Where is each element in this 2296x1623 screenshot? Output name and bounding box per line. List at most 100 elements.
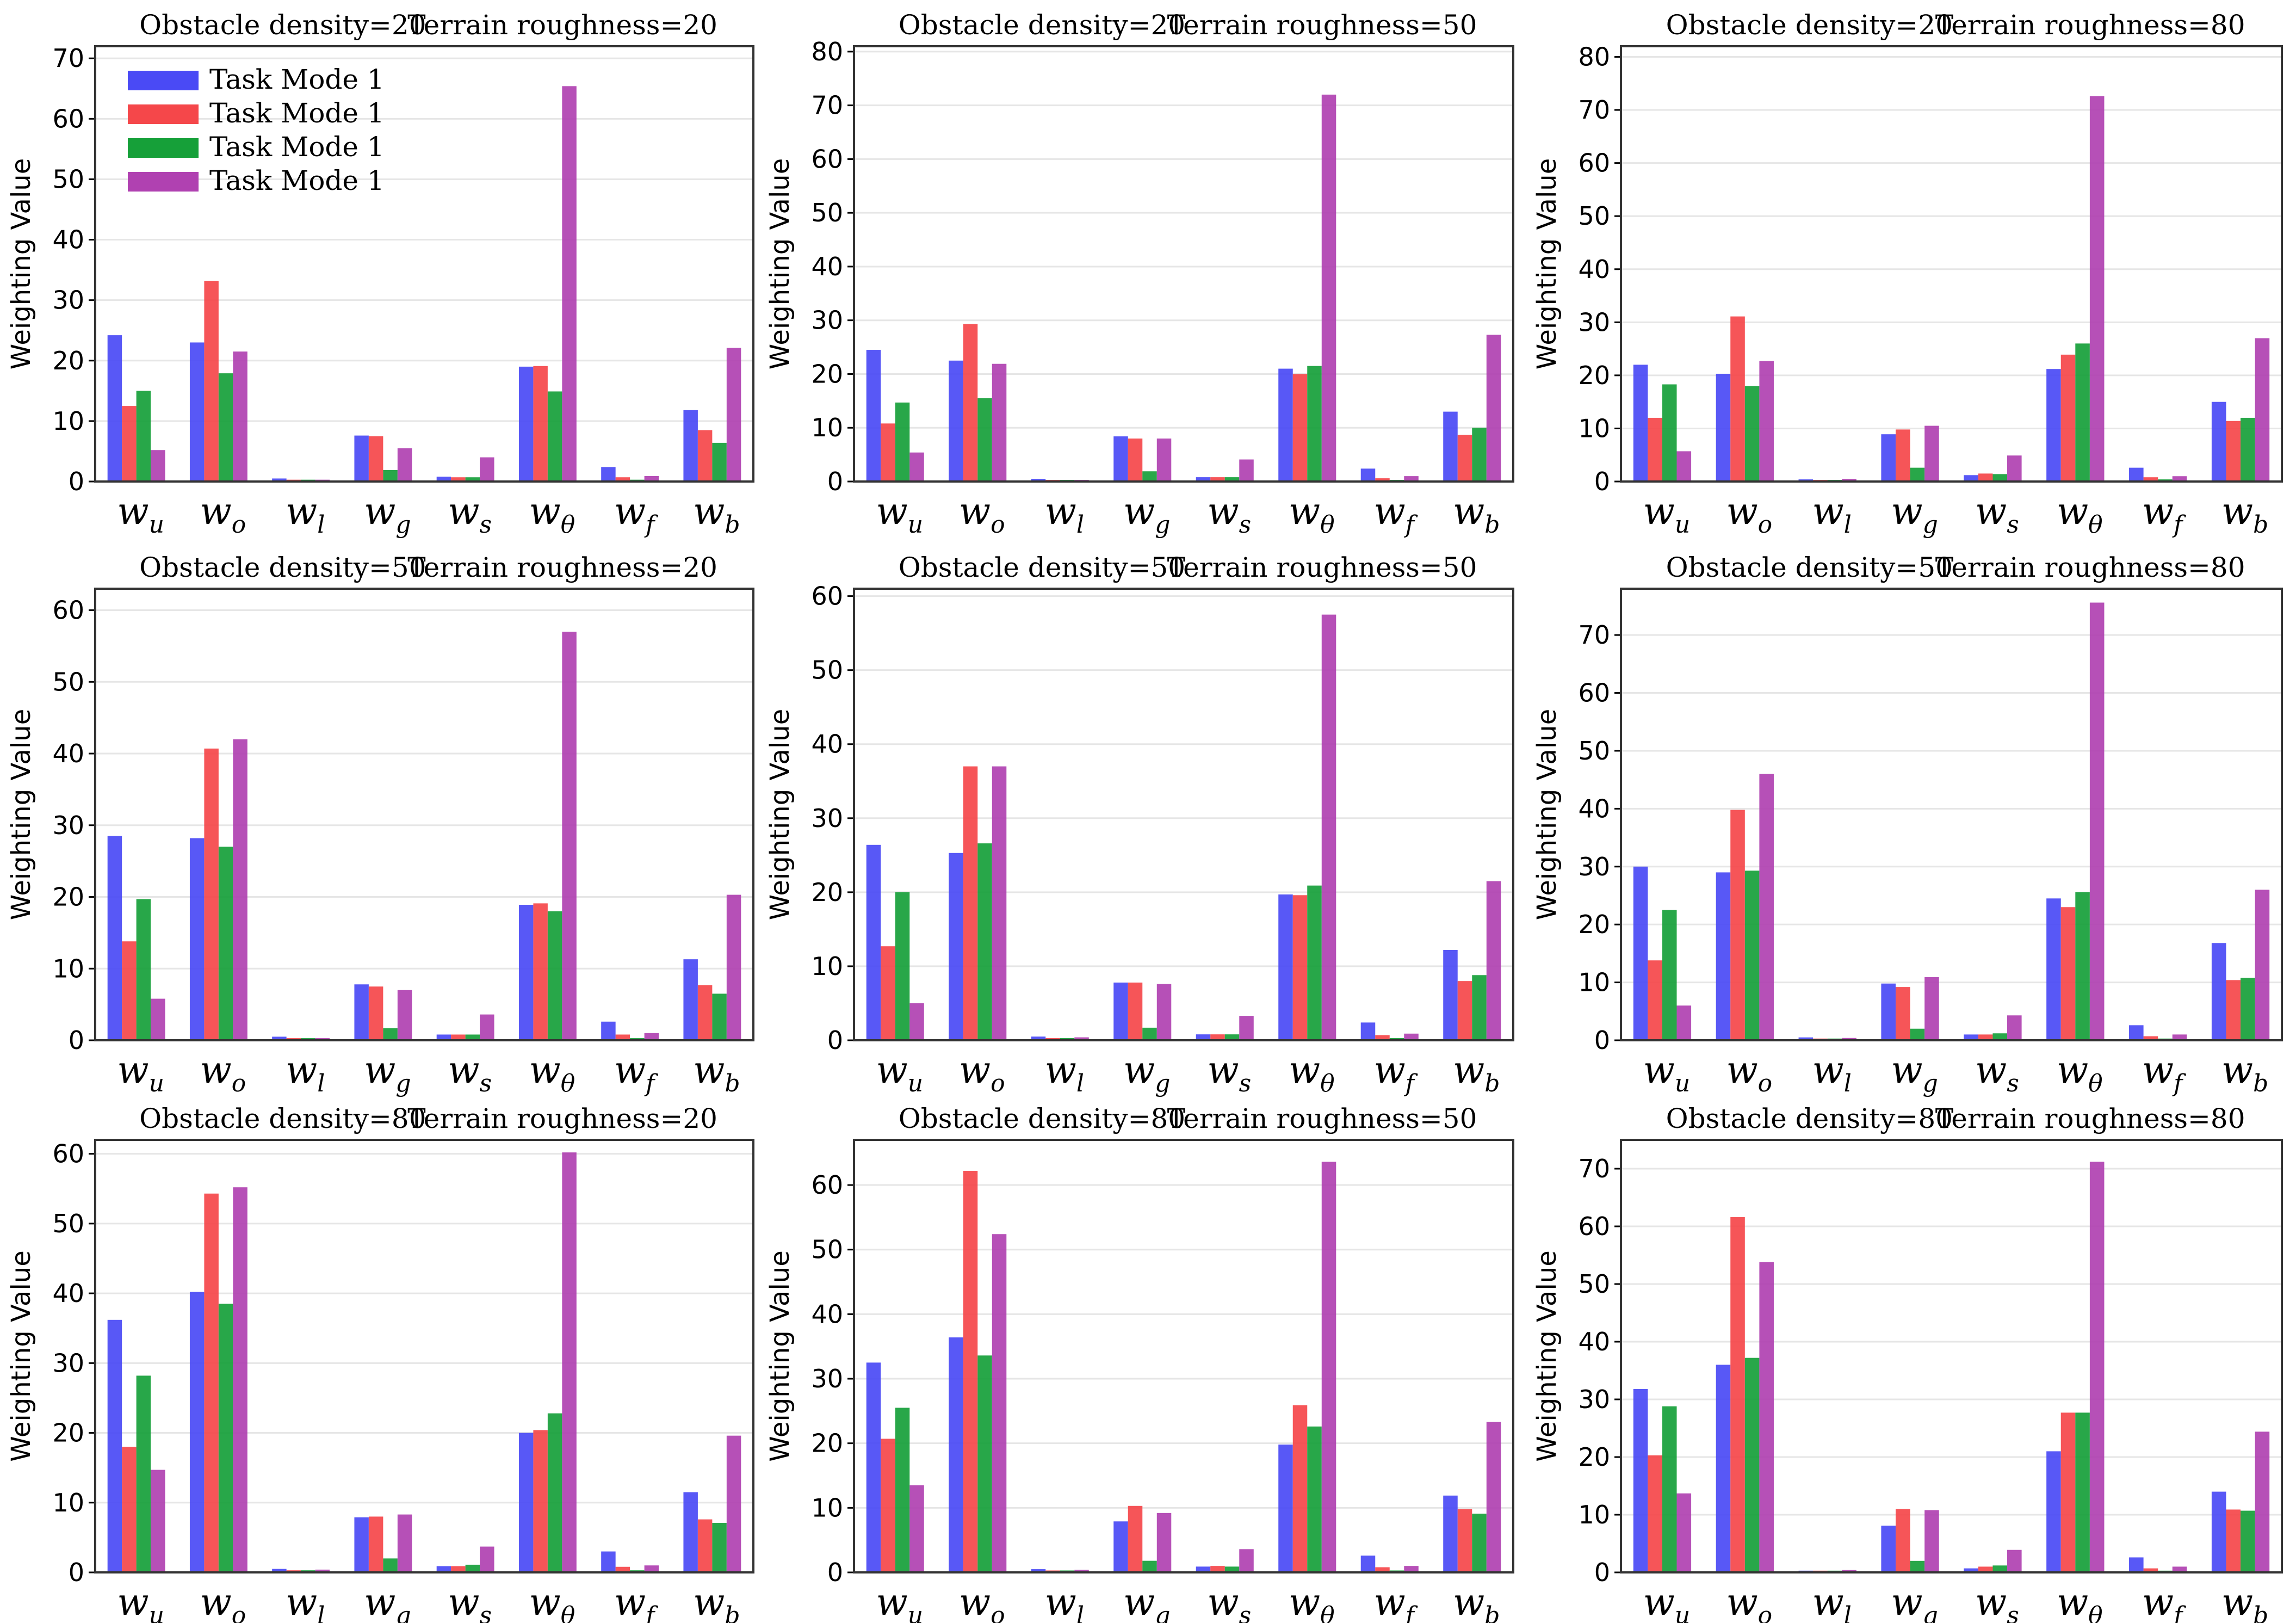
subplot-title-left: Obstacle density=80 xyxy=(899,1103,1185,1134)
legend-swatch-4 xyxy=(128,172,199,192)
bar-s1-wθ xyxy=(1278,368,1293,482)
bar-s4-wg xyxy=(1924,977,1939,1040)
bar-s2-wb xyxy=(2226,980,2241,1040)
bar-s4-wg xyxy=(1156,1513,1172,1572)
y-tick-label: 60 xyxy=(1578,678,1610,708)
x-tick-base: w xyxy=(693,1581,725,1623)
bar-s4-wθ xyxy=(562,632,577,1040)
x-tick-sub: l xyxy=(1076,1602,1084,1623)
y-tick-label: 60 xyxy=(52,104,84,133)
bar-s2-ws xyxy=(451,1034,466,1040)
y-axis-label: Weighting Value xyxy=(6,1250,36,1462)
x-tick-base: w xyxy=(1726,1049,1757,1092)
x-tick-sub: u xyxy=(149,511,164,539)
bar-s1-ws xyxy=(436,1566,451,1572)
plot-frame xyxy=(1620,1139,2283,1573)
bar-s2-wu xyxy=(881,1439,895,1572)
x-tick-base: w xyxy=(117,490,148,533)
bar-s3-wg xyxy=(1142,1027,1157,1040)
x-tick-sub: b xyxy=(1484,511,1500,539)
y-tick-label: 20 xyxy=(52,346,84,375)
x-tick-base: w xyxy=(529,490,561,533)
bar-s3-wg xyxy=(383,470,398,482)
bar-s2-wθ xyxy=(1292,1405,1308,1572)
x-tick-sub: f xyxy=(2172,511,2186,539)
bar-s4-wg xyxy=(1156,438,1172,482)
bar-s4-wu xyxy=(909,452,924,482)
x-tick-sub: f xyxy=(1404,1070,1418,1097)
bar-s2-wo xyxy=(963,324,978,482)
x-tick-label-wb: wb xyxy=(693,1049,740,1097)
bar-s4-ws xyxy=(2007,455,2022,482)
x-tick-label-wu: wu xyxy=(117,490,164,539)
bar-s3-wb xyxy=(1472,975,1487,1040)
bar-s4-wu xyxy=(1676,451,1692,482)
bar-s4-ws xyxy=(480,1546,494,1572)
x-tick-sub: f xyxy=(644,1070,658,1097)
subplot-title-left: Obstacle density=50 xyxy=(899,552,1185,583)
y-axis-label: Weighting Value xyxy=(1532,1250,1562,1462)
bar-s1-wb xyxy=(2211,943,2226,1040)
y-axis-label: Weighting Value xyxy=(1532,709,1562,921)
x-tick-base: w xyxy=(200,490,232,533)
bar-s4-wf xyxy=(2172,1566,2187,1572)
x-tick-sub: g xyxy=(1923,1602,1938,1623)
x-tick-base: w xyxy=(1891,490,1922,533)
y-tick-label: 50 xyxy=(811,656,843,685)
bar-s3-wθ xyxy=(1307,366,1322,482)
bar-s4-wg xyxy=(397,448,412,482)
plot-frame xyxy=(94,45,754,483)
bar-s2-wu xyxy=(881,946,895,1040)
x-tick-sub: θ xyxy=(1320,1070,1335,1097)
x-tick-base: w xyxy=(200,1049,232,1092)
y-tick-label: 30 xyxy=(1578,1385,1610,1414)
x-tick-label-ws: ws xyxy=(1975,490,2019,539)
x-tick-label-wu: wu xyxy=(1643,490,1691,539)
bar-s1-ws xyxy=(1964,475,1978,482)
y-tick-label: 0 xyxy=(69,467,84,496)
x-tick-label-wg: wg xyxy=(364,1581,411,1623)
y-tick-label: 0 xyxy=(827,467,843,496)
subplot-title-left: Obstacle density=80 xyxy=(1666,1103,1953,1134)
x-tick-base: w xyxy=(1975,1049,2007,1092)
bar-s3-ws xyxy=(1224,1034,1240,1040)
x-tick-sub: θ xyxy=(561,1602,575,1623)
y-tick-label: 60 xyxy=(52,596,84,625)
y-tick-label: 50 xyxy=(811,1235,843,1264)
bar-s3-wb xyxy=(712,442,727,482)
x-tick-sub: g xyxy=(1155,1070,1170,1097)
x-tick-sub: s xyxy=(2007,1602,2019,1623)
x-tick-label-wb: wb xyxy=(2221,1049,2268,1097)
bar-s2-wb xyxy=(697,985,713,1040)
x-tick-base: w xyxy=(614,1049,646,1092)
bar-s1-wf xyxy=(601,1551,616,1572)
bar-s3-wu xyxy=(895,402,910,482)
bar-s4-wu xyxy=(909,1485,924,1572)
x-tick-sub: f xyxy=(644,511,658,539)
x-tick-sub: l xyxy=(317,511,325,539)
bar-s2-wg xyxy=(1895,1509,1910,1572)
x-tick-sub: g xyxy=(1923,1070,1938,1097)
x-tick-sub: l xyxy=(1076,1070,1084,1097)
y-axis-label: Weighting Value xyxy=(1532,158,1562,370)
x-tick-base: w xyxy=(876,1049,907,1092)
x-tick-sub: θ xyxy=(2088,1070,2103,1097)
x-tick-label-wg: wg xyxy=(364,490,411,539)
bar-s4-wo xyxy=(233,351,247,482)
bar-s3-wo xyxy=(218,373,233,482)
bar-s3-ws xyxy=(465,1564,480,1572)
bar-s1-wo xyxy=(1716,373,1731,482)
x-tick-base: w xyxy=(286,1049,317,1092)
bar-s3-wo xyxy=(1744,871,1760,1040)
bar-s1-wf xyxy=(601,1021,616,1040)
x-tick-base: w xyxy=(693,1049,725,1092)
x-tick-label-wo: wo xyxy=(1726,490,1772,539)
bar-s1-wθ xyxy=(2046,898,2061,1040)
x-tick-base: w xyxy=(1045,490,1076,533)
bar-s1-wo xyxy=(1716,872,1731,1040)
bar-s1-wu xyxy=(1633,1389,1648,1572)
subplot-title-right: Terrain roughness=80 xyxy=(1935,1103,2245,1134)
y-tick-label: 0 xyxy=(1594,467,1610,496)
x-tick-base: w xyxy=(1812,490,1844,533)
y-tick-label: 40 xyxy=(52,225,84,255)
